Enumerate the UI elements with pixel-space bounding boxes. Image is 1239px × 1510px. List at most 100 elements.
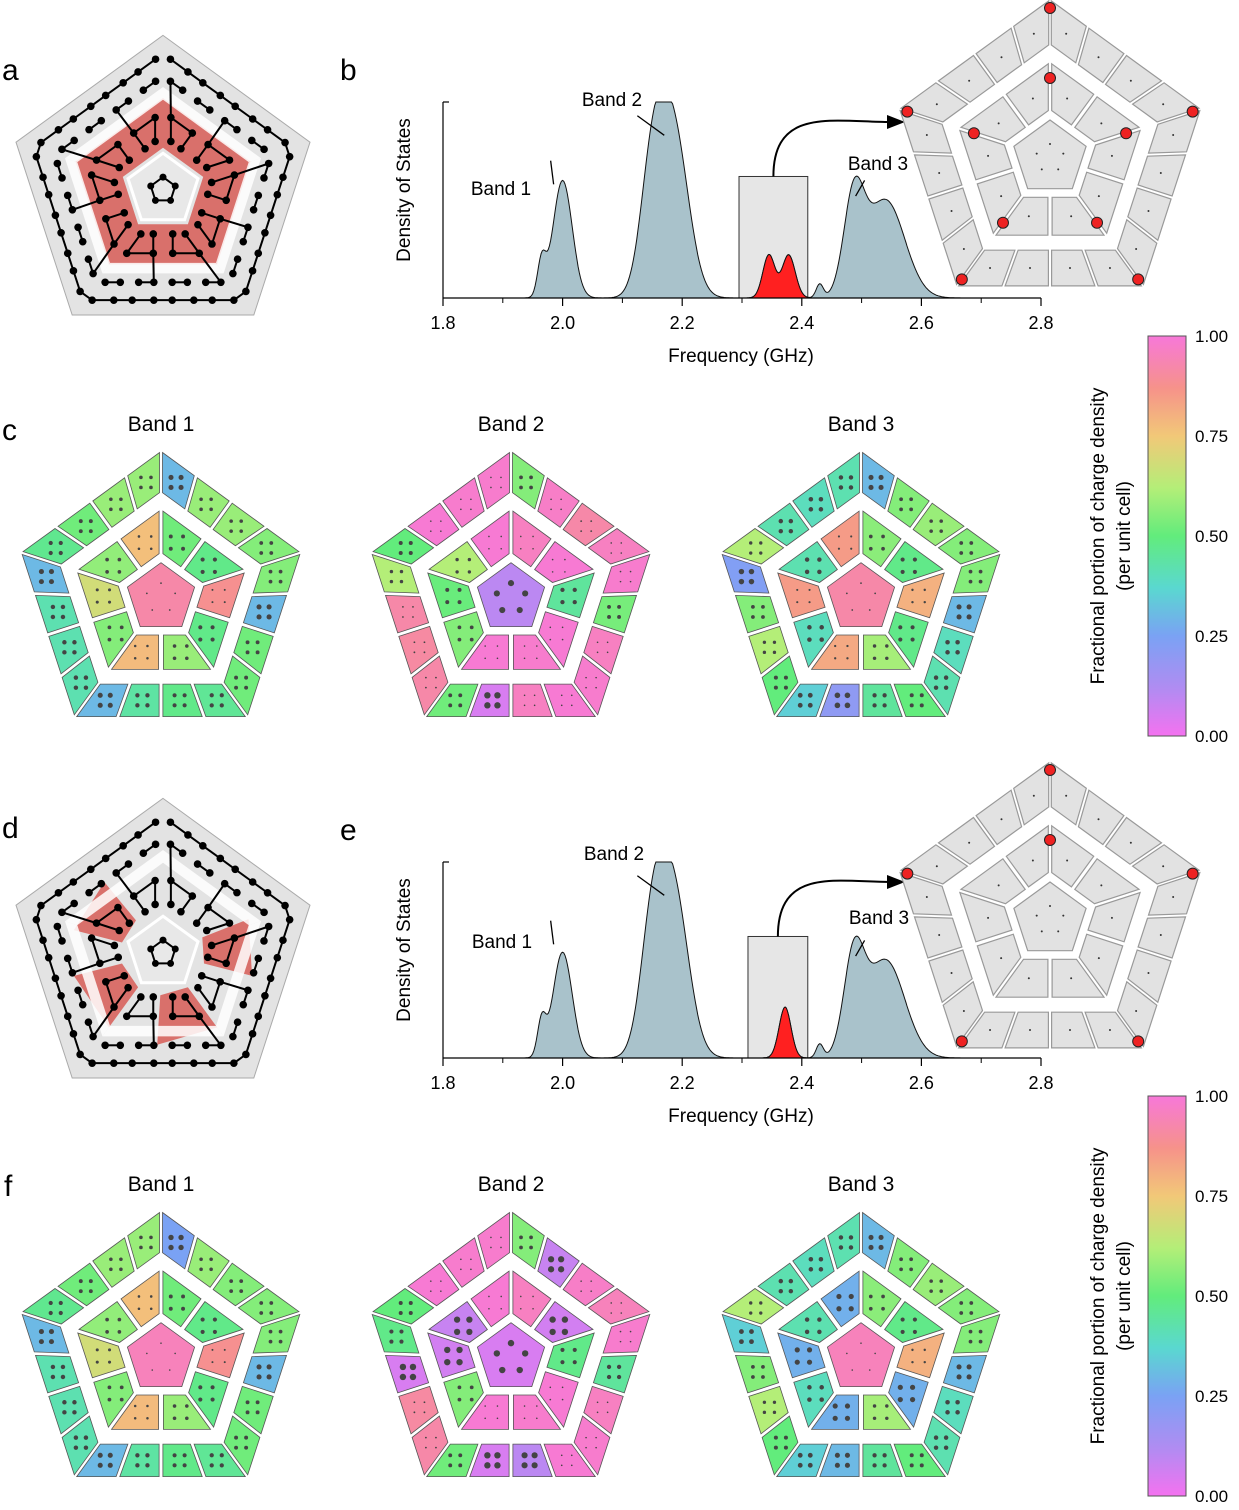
heat-site: [560, 587, 565, 593]
heat-site: [73, 675, 79, 680]
heat-site: [500, 535, 503, 538]
heat-site: [234, 1445, 239, 1450]
heat-site: [119, 1397, 124, 1402]
heat-site: [234, 1435, 239, 1440]
inset-cell: [937, 54, 996, 103]
lattice-site: [233, 888, 241, 897]
heat-site: [408, 551, 413, 556]
heat-site: [256, 604, 262, 610]
heat-cell-inner: [184, 541, 244, 583]
heat-site: [95, 600, 99, 604]
lattice-site: [201, 278, 210, 287]
heat-site: [278, 1339, 283, 1344]
inset-cell: [1004, 249, 1050, 287]
lattice-schematic-a: [15, 34, 311, 316]
lattice-site: [171, 945, 179, 953]
heat-cell-inner: [820, 1270, 860, 1328]
lattice-schematic-d: [15, 797, 311, 1079]
heat-site: [808, 588, 811, 591]
heat-site: [107, 1397, 112, 1402]
heat-cell-outer: [587, 528, 650, 565]
heat-cell-outer: [162, 1211, 195, 1270]
heat-site: [817, 1317, 822, 1322]
lattice-site: [69, 1030, 78, 1038]
dimer-bond: [225, 937, 236, 964]
lattice-site: [63, 191, 72, 200]
lattice-site: [208, 296, 217, 304]
lattice-site: [54, 126, 63, 134]
heat-site: [818, 507, 824, 512]
heat-site: [749, 1311, 753, 1315]
heat-cell-outer: [162, 1443, 203, 1477]
heat-site: [60, 604, 66, 610]
lattice-site: [206, 869, 214, 877]
heat-site: [119, 497, 123, 502]
heat-site: [97, 692, 103, 698]
heat-site: [135, 1463, 140, 1468]
heat-site: [149, 1307, 153, 1311]
heat-site: [496, 1417, 499, 1420]
lattice-site: [102, 978, 110, 986]
heat-site: [772, 650, 777, 655]
heat-cell-inner: [793, 611, 834, 668]
heat-site: [470, 1268, 472, 1271]
heat-site: [198, 637, 203, 642]
heat-site: [899, 497, 903, 502]
lattice-gap: [216, 158, 261, 274]
inset-site: [1129, 841, 1132, 844]
inset-cell: [1051, 196, 1106, 236]
heat-site: [107, 625, 112, 630]
heat-site: [749, 1339, 754, 1345]
heat-site: [149, 547, 153, 551]
red-marker: [1044, 72, 1056, 84]
lattice-site: [151, 113, 159, 122]
heat-site: [817, 569, 822, 575]
lattice-site: [76, 287, 84, 296]
heat-site: [943, 685, 949, 690]
heat-site: [848, 1293, 854, 1300]
heat-cell-inner: [460, 1394, 510, 1430]
dimer-bond: [152, 253, 155, 283]
dos-e-band3-label: Band 3: [849, 908, 909, 929]
lattice-site: [194, 983, 202, 992]
heat-cell-outer: [583, 625, 624, 675]
heat-cell-inner: [196, 572, 245, 619]
red-marker: [996, 216, 1009, 229]
inset-site: [1097, 56, 1100, 59]
heat-cell-outer: [722, 528, 785, 565]
heat-cell-inner: [512, 510, 552, 568]
heat-site: [95, 588, 99, 592]
inset-site: [1027, 215, 1030, 218]
heat-cell-inner: [162, 634, 212, 670]
heat-cell-outer: [761, 655, 799, 716]
lattice-site: [88, 1059, 96, 1067]
heat-site: [900, 1329, 905, 1334]
heat-site: [929, 1279, 933, 1283]
heat-site: [739, 1329, 744, 1334]
lattice-site: [97, 116, 106, 125]
heat-site: [959, 1311, 964, 1315]
heat-site: [837, 535, 841, 538]
inset-site: [935, 103, 938, 106]
colorbar-f-label-1: Fractional portion of charge density: [1088, 1147, 1109, 1444]
inset-site: [1100, 884, 1103, 887]
heat-site: [848, 485, 854, 490]
lattice-site: [285, 915, 294, 924]
heat-site: [919, 693, 924, 698]
heat-cell-outer: [748, 625, 789, 675]
heat-site: [58, 1300, 63, 1306]
heat-cell-inner: [77, 1332, 126, 1379]
inset-site: [1035, 914, 1038, 917]
dos-b-band2-label: Band 2: [582, 90, 642, 111]
heat-site: [499, 606, 506, 614]
heat-site: [210, 1385, 215, 1390]
inset-cell: [1104, 54, 1163, 103]
heat-cell-outer: [384, 594, 430, 634]
inset-cell: [958, 891, 1013, 943]
heat-site: [872, 1453, 877, 1458]
lattice-site: [124, 220, 132, 229]
lattice-site: [78, 1000, 87, 1009]
heat-cell-outer: [862, 451, 895, 510]
lattice-site: [168, 1041, 176, 1050]
heat-cell-inner: [110, 1394, 160, 1430]
